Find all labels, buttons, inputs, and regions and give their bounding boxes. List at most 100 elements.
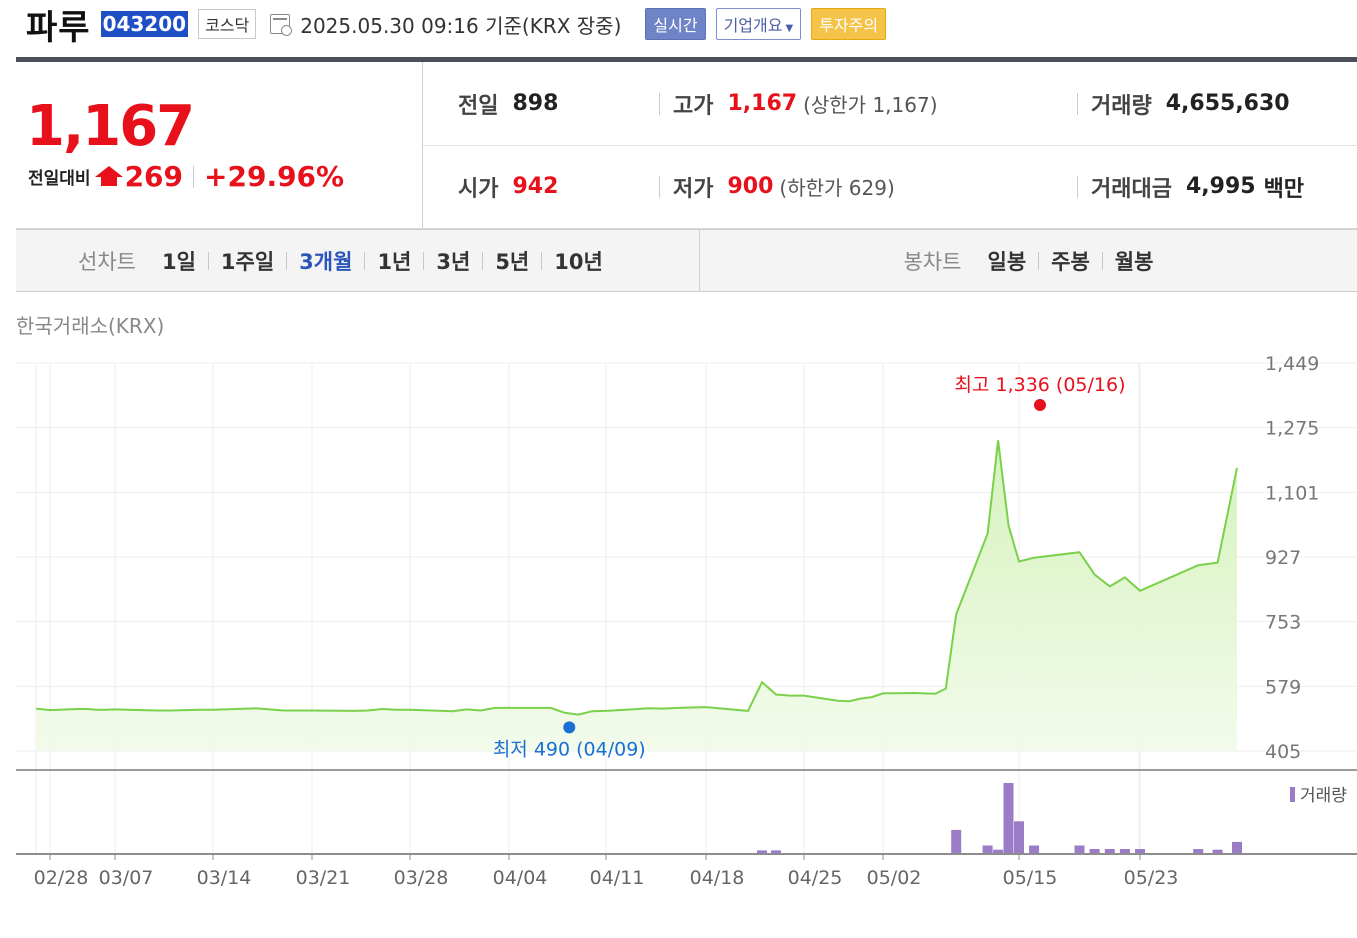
header-divider [16, 57, 1357, 62]
volume-bar [993, 849, 1004, 854]
caret-down-icon: ▼ [785, 23, 794, 34]
investment-warning-badge[interactable]: 투자주의 [811, 8, 887, 40]
change-percent: +29.96% [204, 160, 345, 193]
x-tick-label: 04/25 [788, 867, 843, 889]
period-10y[interactable]: 10년 [554, 249, 603, 274]
volume-bar [1104, 849, 1115, 854]
period-divider [541, 251, 543, 270]
x-tick-label: 05/23 [1124, 867, 1179, 889]
chart-annotations: 최고 1,336 (05/16) 최저 490 (04/09) [493, 374, 1126, 760]
volume-bar [951, 829, 962, 854]
volume-bar [1212, 849, 1223, 854]
y-tick-label: 1,101 [1265, 482, 1319, 504]
stats-row-1: 전일 898 고가 1,167 (상한가 1,167) 거래량 4,655,63… [423, 62, 1357, 146]
period-divider [423, 251, 425, 270]
max-price-label: 최고 1,336 (05/16) [954, 374, 1125, 396]
stat-low: 저가 900 (하한가 629) [673, 145, 895, 228]
stat-volume: 거래량 4,655,630 [1091, 62, 1290, 145]
stat-lower-limit: (하한가 629) [779, 176, 895, 200]
y-tick-label: 1,275 [1265, 418, 1319, 440]
stat-high-label: 고가 [673, 93, 714, 119]
period-1d[interactable]: 1일 [161, 249, 196, 274]
line-chart-periods: 선차트 1일 1주일 3개월 1년 3년 5년 10년 [16, 230, 700, 291]
period-divider [286, 251, 288, 270]
period-divider [207, 251, 209, 270]
candle-weekly[interactable]: 주봉 [1051, 249, 1090, 274]
period-3y[interactable]: 3년 [436, 249, 471, 274]
volume-legend: 거래량 [1290, 786, 1347, 806]
x-tick-label: 03/28 [394, 867, 449, 889]
stats-row-2: 시가 942 저가 900 (하한가 629) 거래대금 4,995 백만 [423, 145, 1357, 228]
period-1w[interactable]: 1주일 [220, 249, 275, 274]
min-price-label: 최저 490 (04/09) [493, 738, 646, 760]
y-tick-label: 579 [1265, 676, 1301, 698]
change-divider [193, 165, 195, 188]
stat-upper-limit: (상한가 1,167) [803, 93, 938, 117]
period-divider [1101, 251, 1103, 270]
period-divider [482, 251, 484, 270]
stat-amount-unit: 백만 [1263, 176, 1305, 202]
realtime-button[interactable]: 실시간 [645, 8, 706, 40]
current-price: 1,167 [26, 94, 195, 159]
max-price-marker [1034, 398, 1046, 411]
change-label: 전일대비 [28, 169, 91, 189]
price-change: 전일대비 269 +29.96% [28, 160, 344, 193]
volume-bar [982, 845, 993, 854]
y-tick-label: 405 [1265, 741, 1301, 763]
stat-open-value: 942 [512, 174, 559, 199]
stat-volume-value: 4,655,630 [1165, 91, 1290, 116]
stat-divider [659, 93, 660, 115]
stat-divider [1077, 93, 1078, 115]
candle-chart-periods: 봉차트 일봉 주봉 월봉 [700, 230, 1357, 291]
x-tick-label: 03/07 [99, 867, 154, 889]
volume-bar [771, 850, 781, 854]
stock-code: 043200 [100, 11, 189, 37]
period-3m[interactable]: 3개월 [299, 249, 353, 274]
period-5y[interactable]: 5년 [495, 249, 530, 274]
company-overview-dropdown[interactable]: 기업개요 ▼ [715, 8, 802, 40]
volume-bar [1232, 841, 1242, 854]
volume-bars [757, 783, 1242, 854]
price-area-fill [36, 440, 1237, 751]
volume-legend-swatch [1290, 787, 1295, 802]
x-tick-label: 04/04 [493, 867, 548, 889]
price-chart: 1,449 1,275 1,101 927 753 579 405 최고 1,336 (05… [16, 353, 1357, 889]
period-divider [1038, 251, 1040, 270]
stat-high-value: 1,167 [727, 91, 798, 116]
stat-amount: 거래대금 4,995 백만 [1091, 145, 1304, 228]
volume-bar [1193, 849, 1204, 854]
volume-bar [1014, 821, 1024, 854]
price-line [35, 440, 1238, 716]
volume-bar [1119, 849, 1130, 854]
stat-low-label: 저가 [673, 176, 714, 202]
stat-open-label: 시가 [458, 176, 499, 202]
market-badge: 코스닥 [198, 9, 257, 39]
exchange-label: 한국거래소(KRX) [16, 314, 165, 338]
x-tick-label: 02/28 [34, 867, 89, 889]
period-1y[interactable]: 1년 [377, 249, 412, 274]
y-axis-ticks: 1,449 1,275 1,101 927 753 579 405 [1265, 353, 1319, 763]
volume-bar [1135, 849, 1145, 854]
quote-datetime: 2025.05.30 09:16 기준(KRX 장중) [300, 13, 622, 38]
price-summary: 1,167 전일대비 269 +29.96% 전일 898 고가 1,167 (… [16, 62, 1357, 229]
candle-daily[interactable]: 일봉 [987, 249, 1027, 274]
x-tick-label: 04/18 [690, 867, 745, 889]
x-tick-label: 05/15 [1003, 867, 1058, 889]
stat-divider [1077, 176, 1078, 198]
period-divider [364, 251, 366, 270]
change-amount: 269 [124, 160, 184, 193]
stock-header: 파루 043200 코스닥 2025.05.30 09:16 기준(KRX 장중… [26, 0, 887, 48]
stat-prev: 전일 898 [458, 62, 558, 145]
min-price-marker [563, 721, 576, 734]
candle-monthly[interactable]: 월봉 [1114, 249, 1154, 274]
x-tick-label: 03/14 [197, 867, 252, 889]
current-price-box: 1,167 전일대비 269 +29.96% [16, 62, 423, 228]
y-tick-label: 927 [1265, 547, 1301, 569]
stat-low-value: 900 [727, 174, 774, 199]
calendar-clock-icon [270, 14, 293, 36]
volume-bar [1003, 783, 1014, 854]
stat-amount-value: 4,995 [1185, 174, 1256, 199]
stat-volume-label: 거래량 [1091, 93, 1152, 119]
line-chart-label: 선차트 [78, 249, 136, 274]
volume-bar [757, 850, 767, 854]
